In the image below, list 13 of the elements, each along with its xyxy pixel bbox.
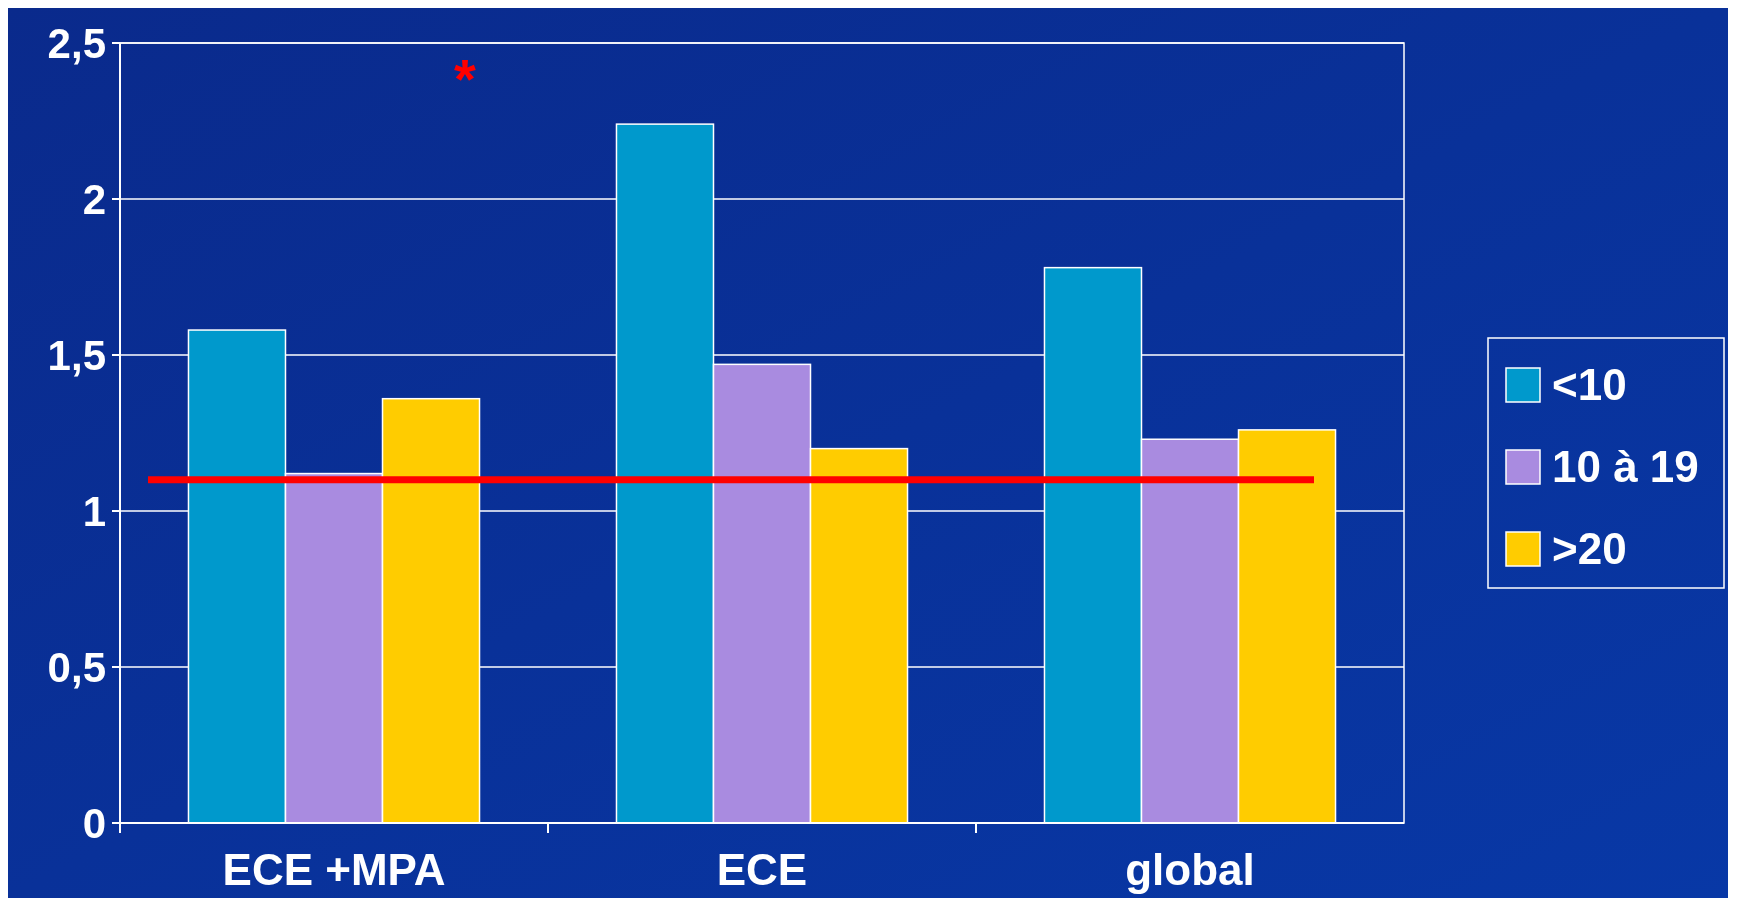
y-tick-label: 0,5 (47, 643, 106, 691)
legend-label: <10 (1552, 360, 1627, 410)
legend-label: 10 à 19 (1552, 442, 1699, 492)
y-tick-label: 1 (82, 487, 106, 535)
annotation: * (454, 47, 477, 110)
y-tick-label: 2 (82, 175, 106, 223)
y-tick-label: 1,5 (47, 331, 106, 379)
x-tick-label: global (1125, 845, 1255, 894)
y-tick-label: 0 (82, 799, 106, 847)
x-tick-label: ECE (716, 845, 808, 894)
y-tick-label: 2,5 (47, 19, 106, 67)
x-tick-label: ECE +MPA (222, 845, 446, 894)
legend-label: >20 (1552, 524, 1627, 574)
